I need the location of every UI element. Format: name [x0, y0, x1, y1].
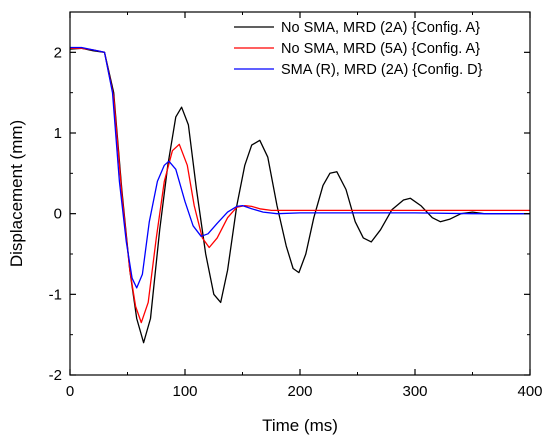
y-tick-label-1: -1 [49, 286, 62, 303]
series-layer [69, 46, 530, 344]
y-axis-title: Displacement (mm) [7, 120, 26, 267]
x-axis-title: Time (ms) [262, 416, 338, 435]
x-tick-label-2: 200 [287, 383, 312, 400]
legend-label-0: No SMA, MRD (2A) {Config. A} [281, 20, 480, 36]
series-line-0 [69, 47, 530, 344]
series-line-2 [70, 46, 530, 289]
series-line-1 [70, 47, 530, 324]
x-tick-label-4: 400 [517, 383, 542, 400]
y-tick-label-3: 1 [54, 125, 62, 142]
legend: No SMA, MRD (2A) {Config. A} No SMA, MRD… [234, 20, 483, 78]
tick-layer: 0 100 200 300 400 -2 -1 0 1 2 [49, 11, 543, 400]
y-tick-label-2: 0 [54, 206, 62, 223]
legend-label-2: SMA (R), MRD (2A) {Config. D} [281, 62, 483, 78]
x-tick-label-3: 300 [402, 383, 427, 400]
y-tick-label-4: 2 [54, 44, 62, 61]
x-tick-label-0: 0 [66, 383, 74, 400]
x-tick-label-1: 100 [172, 383, 197, 400]
y-tick-label-0: -2 [49, 367, 62, 384]
legend-label-1: No SMA, MRD (5A) {Config. A} [281, 41, 480, 57]
